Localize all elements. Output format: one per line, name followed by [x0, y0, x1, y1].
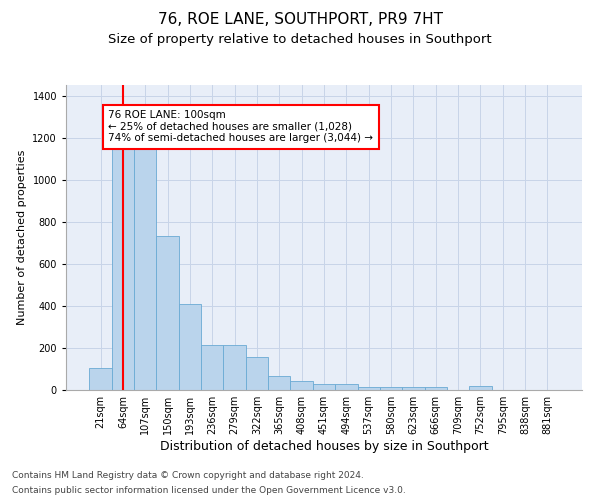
Text: Contains public sector information licensed under the Open Government Licence v3: Contains public sector information licen…	[12, 486, 406, 495]
Text: Size of property relative to detached houses in Southport: Size of property relative to detached ho…	[108, 32, 492, 46]
Text: 76, ROE LANE, SOUTHPORT, PR9 7HT: 76, ROE LANE, SOUTHPORT, PR9 7HT	[157, 12, 443, 28]
Bar	[201, 345, 223, 390]
Bar	[313, 384, 335, 390]
Bar	[112, 148, 134, 390]
X-axis label: Distribution of detached houses by size in Southport: Distribution of detached houses by size …	[160, 440, 488, 453]
Y-axis label: Number of detached properties: Number of detached properties	[17, 150, 27, 325]
Bar	[425, 387, 447, 390]
Text: Contains HM Land Registry data © Crown copyright and database right 2024.: Contains HM Land Registry data © Crown c…	[12, 471, 364, 480]
Bar	[246, 358, 268, 390]
Text: 76 ROE LANE: 100sqm
← 25% of detached houses are smaller (1,028)
74% of semi-det: 76 ROE LANE: 100sqm ← 25% of detached ho…	[109, 110, 373, 144]
Bar	[134, 148, 157, 390]
Bar	[380, 387, 402, 390]
Bar	[89, 368, 112, 390]
Bar	[268, 376, 290, 390]
Bar	[223, 345, 246, 390]
Bar	[469, 386, 491, 390]
Bar	[157, 236, 179, 390]
Bar	[179, 304, 201, 390]
Bar	[290, 380, 313, 390]
Bar	[402, 387, 425, 390]
Bar	[335, 384, 358, 390]
Bar	[358, 386, 380, 390]
